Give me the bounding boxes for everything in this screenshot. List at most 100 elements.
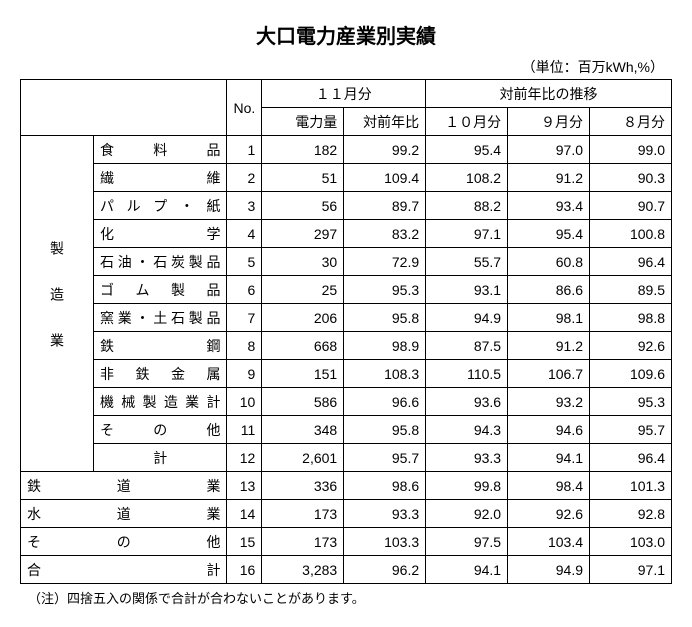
row-m10: 97.1 bbox=[426, 220, 508, 248]
header-m8: ８月分 bbox=[590, 108, 672, 136]
table-row: その他 11 348 95.8 94.3 94.6 95.7 bbox=[21, 416, 672, 444]
row-m10: 108.2 bbox=[426, 164, 508, 192]
row-no: 9 bbox=[227, 360, 262, 388]
row-yoy: 99.2 bbox=[344, 136, 426, 164]
row-m8: 101.3 bbox=[590, 472, 672, 500]
row-m9: 91.2 bbox=[508, 332, 590, 360]
table-header-row-1: No. １１月分 対前年比の推移 bbox=[21, 80, 672, 108]
row-m8: 103.0 bbox=[590, 528, 672, 556]
row-no: 16 bbox=[227, 556, 262, 584]
row-name: 化学 bbox=[94, 220, 227, 248]
table-row: パルプ・紙 3 56 89.7 88.2 93.4 90.7 bbox=[21, 192, 672, 220]
row-m8: 95.7 bbox=[590, 416, 672, 444]
row-yoy: 95.8 bbox=[344, 416, 426, 444]
row-name: 鉄鋼 bbox=[94, 332, 227, 360]
row-m9: 60.8 bbox=[508, 248, 590, 276]
row-m10: 94.1 bbox=[426, 556, 508, 584]
header-m10: １０月分 bbox=[426, 108, 508, 136]
row-power: 297 bbox=[262, 220, 344, 248]
row-no: 7 bbox=[227, 304, 262, 332]
header-yoy: 対前年比 bbox=[344, 108, 426, 136]
row-m10: 93.6 bbox=[426, 388, 508, 416]
row-name: 合計 bbox=[21, 556, 227, 584]
row-m8: 96.4 bbox=[590, 248, 672, 276]
row-yoy: 95.3 bbox=[344, 276, 426, 304]
table-row: その他 15 173 103.3 97.5 103.4 103.0 bbox=[21, 528, 672, 556]
row-power: 586 bbox=[262, 388, 344, 416]
row-power: 3,283 bbox=[262, 556, 344, 584]
row-m10: 88.2 bbox=[426, 192, 508, 220]
row-m10: 92.0 bbox=[426, 500, 508, 528]
unit-label: （単位：百万kWh,%） bbox=[20, 57, 672, 77]
row-no: 15 bbox=[227, 528, 262, 556]
row-power: 173 bbox=[262, 500, 344, 528]
header-m9: ９月分 bbox=[508, 108, 590, 136]
row-name: ゴム製品 bbox=[94, 276, 227, 304]
table-row: 鉄鋼 8 668 98.9 87.5 91.2 92.6 bbox=[21, 332, 672, 360]
row-yoy: 103.3 bbox=[344, 528, 426, 556]
row-m10: 97.5 bbox=[426, 528, 508, 556]
row-m9: 95.4 bbox=[508, 220, 590, 248]
row-yoy: 96.6 bbox=[344, 388, 426, 416]
row-no: 2 bbox=[227, 164, 262, 192]
row-power: 182 bbox=[262, 136, 344, 164]
row-name: 非鉄金属 bbox=[94, 360, 227, 388]
row-name: 石油・石炭製品 bbox=[94, 248, 227, 276]
row-power: 336 bbox=[262, 472, 344, 500]
row-m9: 86.6 bbox=[508, 276, 590, 304]
row-yoy: 93.3 bbox=[344, 500, 426, 528]
row-no: 12 bbox=[227, 444, 262, 472]
row-no: 10 bbox=[227, 388, 262, 416]
row-power: 206 bbox=[262, 304, 344, 332]
row-power: 25 bbox=[262, 276, 344, 304]
table-row: 繊維 2 51 109.4 108.2 91.2 90.3 bbox=[21, 164, 672, 192]
row-power: 348 bbox=[262, 416, 344, 444]
row-no: 14 bbox=[227, 500, 262, 528]
row-no: 1 bbox=[227, 136, 262, 164]
row-m10: 94.3 bbox=[426, 416, 508, 444]
header-blank bbox=[21, 80, 227, 136]
row-no: 8 bbox=[227, 332, 262, 360]
category-manufacturing: 製造業 bbox=[21, 136, 94, 472]
row-name: パルプ・紙 bbox=[94, 192, 227, 220]
row-m9: 93.4 bbox=[508, 192, 590, 220]
row-m8: 89.5 bbox=[590, 276, 672, 304]
row-m9: 98.4 bbox=[508, 472, 590, 500]
row-m8: 97.1 bbox=[590, 556, 672, 584]
row-m8: 96.4 bbox=[590, 444, 672, 472]
row-m9: 98.1 bbox=[508, 304, 590, 332]
row-m9: 103.4 bbox=[508, 528, 590, 556]
row-yoy: 96.2 bbox=[344, 556, 426, 584]
row-power: 151 bbox=[262, 360, 344, 388]
row-name: その他 bbox=[94, 416, 227, 444]
row-m9: 93.2 bbox=[508, 388, 590, 416]
row-m10: 99.8 bbox=[426, 472, 508, 500]
row-name: 鉄道業 bbox=[21, 472, 227, 500]
row-power: 30 bbox=[262, 248, 344, 276]
table-row: 非鉄金属 9 151 108.3 110.5 106.7 109.6 bbox=[21, 360, 672, 388]
page-title: 大口電力産業別実績 bbox=[20, 20, 672, 49]
table-row: 機械製造業計 10 586 96.6 93.6 93.2 95.3 bbox=[21, 388, 672, 416]
row-no: 11 bbox=[227, 416, 262, 444]
row-m9: 94.6 bbox=[508, 416, 590, 444]
row-m8: 92.6 bbox=[590, 332, 672, 360]
row-no: 5 bbox=[227, 248, 262, 276]
table-row: 水道業 14 173 93.3 92.0 92.6 92.8 bbox=[21, 500, 672, 528]
row-name: 繊維 bbox=[94, 164, 227, 192]
row-m8: 90.3 bbox=[590, 164, 672, 192]
table-body: 製造業 食料品 1 182 99.2 95.4 97.0 99.0 繊維 2 5… bbox=[21, 136, 672, 584]
row-m8: 109.6 bbox=[590, 360, 672, 388]
row-name: 計 bbox=[94, 444, 227, 472]
row-m9: 106.7 bbox=[508, 360, 590, 388]
table-row: 鉄道業 13 336 98.6 99.8 98.4 101.3 bbox=[21, 472, 672, 500]
footnote: （注）四捨五入の関係で合計が合わないことがあります。 bbox=[20, 588, 672, 607]
row-yoy: 72.9 bbox=[344, 248, 426, 276]
table-row: 石油・石炭製品 5 30 72.9 55.7 60.8 96.4 bbox=[21, 248, 672, 276]
row-m9: 94.1 bbox=[508, 444, 590, 472]
row-m9: 92.6 bbox=[508, 500, 590, 528]
row-m8: 99.0 bbox=[590, 136, 672, 164]
table-row: 窯業・土石製品 7 206 95.8 94.9 98.1 98.8 bbox=[21, 304, 672, 332]
row-no: 6 bbox=[227, 276, 262, 304]
data-table: No. １１月分 対前年比の推移 電力量 対前年比 １０月分 ９月分 ８月分 製… bbox=[20, 79, 672, 584]
row-name: その他 bbox=[21, 528, 227, 556]
